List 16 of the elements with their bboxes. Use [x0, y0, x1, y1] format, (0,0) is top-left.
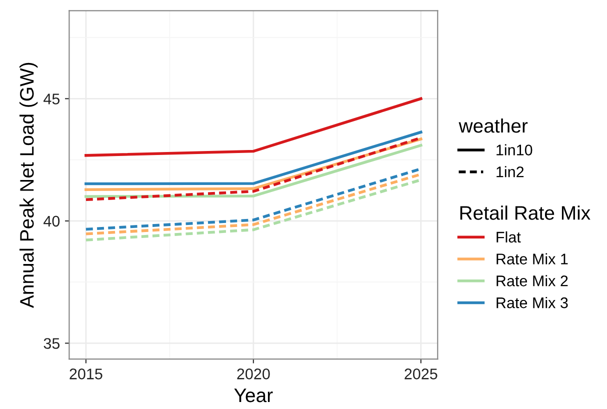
legend-label: Rate Mix 3 — [496, 296, 568, 308]
x-tick-label: 2020 — [237, 368, 270, 380]
x-axis-title: Year — [234, 388, 273, 402]
y-tick-label: 40 — [44, 216, 60, 227]
legend-label: Flat — [496, 231, 521, 243]
text: weather — [458, 118, 528, 133]
text: Retail Rate Mix — [460, 206, 590, 220]
y-axis-title: Annual Peak Net Load (GW) — [19, 62, 38, 308]
text: 1in2 — [496, 166, 524, 178]
y-tick-label: 35 — [44, 338, 60, 349]
text: 1in10 — [496, 144, 532, 156]
legend-label: Rate Mix 1 — [496, 253, 568, 264]
x-tick-label: 2025 — [404, 368, 438, 380]
y-tick-label: 45 — [44, 94, 60, 104]
legend-label: Rate Mix 2 — [496, 275, 568, 286]
x-tick-label: 2015 — [70, 368, 102, 380]
